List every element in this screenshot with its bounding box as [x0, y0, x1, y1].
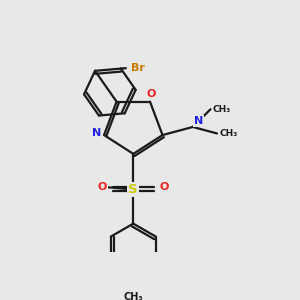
Text: CH₃: CH₃	[213, 105, 231, 114]
Text: O: O	[160, 182, 169, 192]
Text: N: N	[92, 128, 101, 138]
Text: CH₃: CH₃	[219, 129, 237, 138]
Text: CH₃: CH₃	[124, 292, 143, 300]
Text: S: S	[128, 183, 138, 196]
Text: N: N	[194, 116, 203, 126]
Text: O: O	[98, 182, 107, 192]
Text: Br: Br	[131, 63, 145, 73]
Text: O: O	[146, 89, 155, 99]
